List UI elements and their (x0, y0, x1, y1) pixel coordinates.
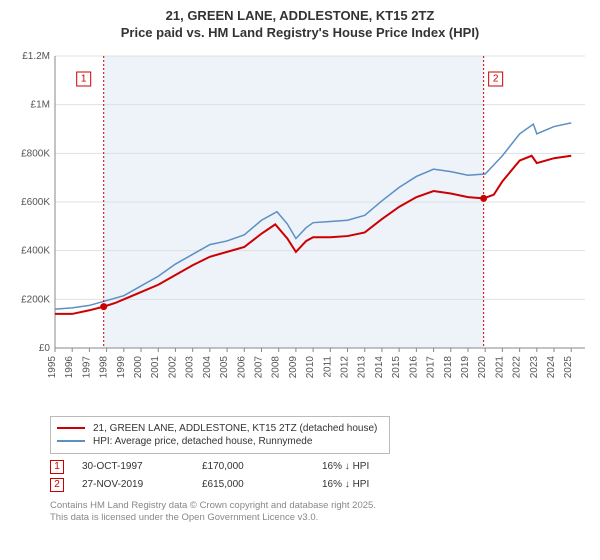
legend-swatch-2 (57, 440, 85, 442)
svg-text:2009: 2009 (288, 355, 299, 378)
svg-text:1997: 1997 (81, 355, 92, 378)
sales-date-1: 30-OCT-1997 (82, 461, 202, 472)
svg-text:2008: 2008 (271, 355, 282, 378)
svg-text:2001: 2001 (150, 355, 161, 378)
sales-diff-1: 16% ↓ HPI (322, 461, 369, 472)
svg-text:2000: 2000 (133, 355, 144, 378)
footer-line-2: This data is licensed under the Open Gov… (50, 512, 590, 524)
svg-text:1999: 1999 (116, 355, 127, 378)
svg-text:2016: 2016 (408, 355, 419, 378)
sales-row-1: 1 30-OCT-1997 £170,000 16% ↓ HPI (50, 460, 590, 474)
sales-price-1: £170,000 (202, 461, 322, 472)
svg-text:1996: 1996 (64, 355, 75, 378)
svg-text:£600K: £600K (21, 197, 50, 208)
sales-marker-1: 1 (50, 460, 64, 474)
svg-text:2004: 2004 (202, 355, 213, 378)
footer-line-1: Contains HM Land Registry data © Crown c… (50, 500, 590, 512)
svg-text:2025: 2025 (563, 355, 574, 378)
sales-marker-2: 2 (50, 478, 64, 492)
chart-svg: £0 £200K £400K £600K £800K £1M £1.2M 1995 1996 19… (10, 48, 590, 408)
svg-text:2023: 2023 (529, 355, 540, 378)
svg-text:2012: 2012 (340, 355, 351, 378)
svg-text:£0: £0 (39, 343, 51, 354)
svg-text:2013: 2013 (357, 355, 368, 378)
svg-text:2014: 2014 (374, 355, 385, 378)
svg-text:1: 1 (81, 73, 87, 84)
title-line-1: 21, GREEN LANE, ADDLESTONE, KT15 2TZ (10, 8, 590, 25)
sales-row-2: 2 27-NOV-2019 £615,000 16% ↓ HPI (50, 478, 590, 492)
svg-text:2006: 2006 (236, 355, 247, 378)
svg-text:2011: 2011 (322, 355, 333, 377)
svg-text:£800K: £800K (21, 148, 50, 159)
svg-text:2019: 2019 (460, 355, 471, 378)
legend-row-2: HPI: Average price, detached house, Runn… (57, 436, 383, 447)
title-block: 21, GREEN LANE, ADDLESTONE, KT15 2TZ Pri… (10, 8, 590, 42)
svg-text:2010: 2010 (305, 355, 316, 378)
legend-row-1: 21, GREEN LANE, ADDLESTONE, KT15 2TZ (de… (57, 423, 383, 434)
svg-text:£1M: £1M (31, 99, 50, 110)
svg-text:1995: 1995 (47, 355, 58, 378)
legend-label-2: HPI: Average price, detached house, Runn… (93, 436, 312, 447)
title-line-2: Price paid vs. HM Land Registry's House … (10, 25, 590, 42)
legend-swatch-1 (57, 427, 85, 429)
sales-price-2: £615,000 (202, 479, 322, 490)
svg-text:£400K: £400K (21, 245, 50, 256)
svg-text:2007: 2007 (253, 355, 264, 378)
svg-text:2022: 2022 (512, 355, 523, 378)
svg-text:2018: 2018 (443, 355, 454, 378)
chart: £0 £200K £400K £600K £800K £1M £1.2M 1995 1996 19… (10, 48, 590, 408)
container: 21, GREEN LANE, ADDLESTONE, KT15 2TZ Pri… (0, 0, 600, 532)
svg-text:2024: 2024 (546, 355, 557, 378)
svg-text:2: 2 (493, 73, 499, 84)
sales-diff-2: 16% ↓ HPI (322, 479, 369, 490)
sales-table: 1 30-OCT-1997 £170,000 16% ↓ HPI 2 27-NO… (50, 460, 590, 492)
svg-text:2020: 2020 (477, 355, 488, 378)
legend-label-1: 21, GREEN LANE, ADDLESTONE, KT15 2TZ (de… (93, 423, 377, 434)
svg-text:2015: 2015 (391, 355, 402, 378)
svg-text:1998: 1998 (99, 355, 110, 378)
svg-text:£200K: £200K (21, 294, 50, 305)
sales-date-2: 27-NOV-2019 (82, 479, 202, 490)
svg-text:2003: 2003 (185, 355, 196, 378)
svg-text:£1.2M: £1.2M (22, 51, 50, 62)
svg-text:2005: 2005 (219, 355, 230, 378)
svg-text:2002: 2002 (167, 355, 178, 378)
svg-text:2017: 2017 (426, 355, 437, 378)
footer: Contains HM Land Registry data © Crown c… (50, 500, 590, 525)
svg-text:2021: 2021 (494, 355, 505, 378)
legend: 21, GREEN LANE, ADDLESTONE, KT15 2TZ (de… (50, 416, 390, 454)
